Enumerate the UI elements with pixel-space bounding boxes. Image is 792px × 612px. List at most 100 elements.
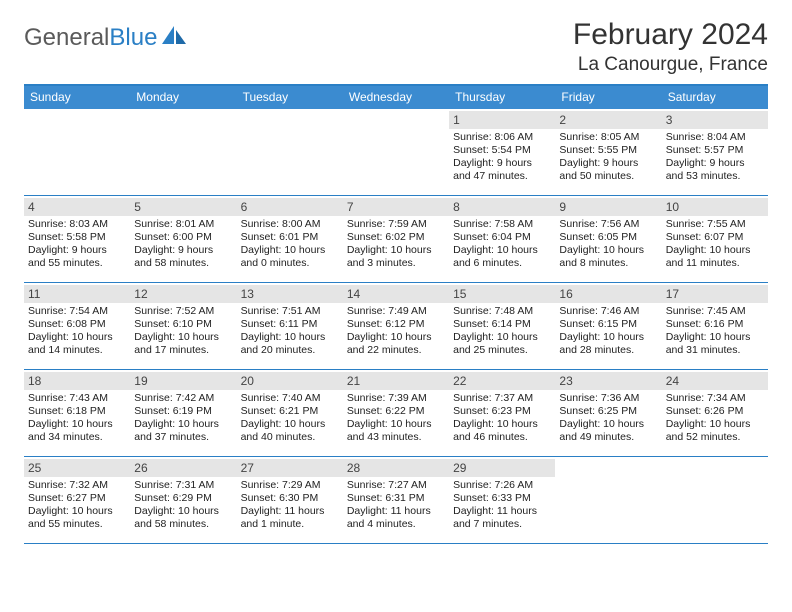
- brand-logo: GeneralBlue: [24, 18, 188, 52]
- weeks-container: 1Sunrise: 8:06 AMSunset: 5:54 PMDaylight…: [24, 109, 768, 544]
- daylight-text: Daylight: 10 hours and 49 minutes.: [559, 418, 657, 444]
- day-cell: 19Sunrise: 7:42 AMSunset: 6:19 PMDayligh…: [130, 370, 236, 456]
- sunrise-text: Sunrise: 7:59 AM: [347, 218, 445, 231]
- sunset-text: Sunset: 6:16 PM: [666, 318, 764, 331]
- week-row: 4 Sunrise: 8:03 AMSunset: 5:58 PMDaylight…: [24, 196, 768, 283]
- day-details: Sunrise: 7:46 AMSunset: 6:15 PMDaylight:…: [559, 305, 657, 358]
- sunset-text: Sunset: 6:00 PM: [134, 231, 232, 244]
- week-row: 1Sunrise: 8:06 AMSunset: 5:54 PMDaylight…: [24, 109, 768, 196]
- sunset-text: Sunset: 6:08 PM: [28, 318, 126, 331]
- day-details: Sunrise: 8:03 AMSunset: 5:58 PMDaylight:…: [28, 218, 126, 271]
- sunrise-text: Sunrise: 7:32 AM: [28, 479, 126, 492]
- day-number: 1: [449, 111, 555, 129]
- sunrise-text: Sunrise: 7:51 AM: [241, 305, 339, 318]
- day-cell: [237, 109, 343, 195]
- sunrise-text: Sunrise: 8:01 AM: [134, 218, 232, 231]
- sunset-text: Sunset: 6:22 PM: [347, 405, 445, 418]
- day-details: Sunrise: 7:32 AMSunset: 6:27 PMDaylight:…: [28, 479, 126, 532]
- day-details: Sunrise: 7:39 AMSunset: 6:22 PMDaylight:…: [347, 392, 445, 445]
- day-cell: 11 Sunrise: 7:54 AMSunset: 6:08 PMDayligh…: [24, 283, 130, 369]
- month-title: February 2024: [573, 18, 768, 52]
- day-cell: 24 Sunrise: 7:34 AMSunset: 6:26 PMDayligh…: [662, 370, 768, 456]
- day-cell: 10Sunrise: 7:55 AMSunset: 6:07 PMDayligh…: [662, 196, 768, 282]
- sunset-text: Sunset: 6:21 PM: [241, 405, 339, 418]
- sunset-text: Sunset: 5:54 PM: [453, 144, 551, 157]
- day-number: 22: [449, 372, 555, 390]
- day-cell: 13Sunrise: 7:51 AMSunset: 6:11 PMDayligh…: [237, 283, 343, 369]
- day-details: Sunrise: 7:40 AMSunset: 6:21 PMDaylight:…: [241, 392, 339, 445]
- sunrise-text: Sunrise: 7:36 AM: [559, 392, 657, 405]
- day-cell: [343, 109, 449, 195]
- calendar-page: GeneralBlue February 2024 La Canourgue, …: [0, 0, 792, 554]
- day-number: 28: [343, 459, 449, 477]
- day-number: 20: [237, 372, 343, 390]
- daylight-text: Daylight: 9 hours and 47 minutes.: [453, 157, 551, 183]
- daylight-text: Daylight: 10 hours and 0 minutes.: [241, 244, 339, 270]
- sunrise-text: Sunrise: 7:56 AM: [559, 218, 657, 231]
- day-cell: 23Sunrise: 7:36 AMSunset: 6:25 PMDayligh…: [555, 370, 661, 456]
- day-number: 8: [449, 198, 555, 216]
- daylight-text: Daylight: 9 hours and 50 minutes.: [559, 157, 657, 183]
- sunrise-text: Sunrise: 7:49 AM: [347, 305, 445, 318]
- daylight-text: Daylight: 10 hours and 37 minutes.: [134, 418, 232, 444]
- day-cell: 22 Sunrise: 7:37 AMSunset: 6:23 PMDayligh…: [449, 370, 555, 456]
- day-number: 7: [343, 198, 449, 216]
- week-row: 18Sunrise: 7:43 AMSunset: 6:18 PMDayligh…: [24, 370, 768, 457]
- sunset-text: Sunset: 5:55 PM: [559, 144, 657, 157]
- sunrise-text: Sunrise: 7:58 AM: [453, 218, 551, 231]
- day-number: 4: [24, 198, 130, 216]
- daylight-text: Daylight: 10 hours and 31 minutes.: [666, 331, 764, 357]
- sunset-text: Sunset: 6:26 PM: [666, 405, 764, 418]
- day-cell: 18Sunrise: 7:43 AMSunset: 6:18 PMDayligh…: [24, 370, 130, 456]
- day-cell: [130, 109, 236, 195]
- daylight-text: Daylight: 11 hours and 7 minutes.: [453, 505, 551, 531]
- day-cell: 9Sunrise: 7:56 AMSunset: 6:05 PMDaylight…: [555, 196, 661, 282]
- day-number: 24: [662, 372, 768, 390]
- dayhead-thu: Thursday: [449, 86, 555, 109]
- sunrise-text: Sunrise: 7:45 AM: [666, 305, 764, 318]
- day-number: 12: [130, 285, 236, 303]
- sunrise-text: Sunrise: 7:27 AM: [347, 479, 445, 492]
- day-details: Sunrise: 7:26 AMSunset: 6:33 PMDaylight:…: [453, 479, 551, 532]
- sunrise-text: Sunrise: 7:26 AM: [453, 479, 551, 492]
- day-details: Sunrise: 7:45 AMSunset: 6:16 PMDaylight:…: [666, 305, 764, 358]
- daylight-text: Daylight: 10 hours and 14 minutes.: [28, 331, 126, 357]
- day-cell: 5Sunrise: 8:01 AMSunset: 6:00 PMDaylight…: [130, 196, 236, 282]
- sunrise-text: Sunrise: 8:06 AM: [453, 131, 551, 144]
- location-label: La Canourgue, France: [573, 54, 768, 76]
- daylight-text: Daylight: 9 hours and 58 minutes.: [134, 244, 232, 270]
- dayhead-fri: Friday: [555, 86, 661, 109]
- sunrise-text: Sunrise: 7:54 AM: [28, 305, 126, 318]
- daylight-text: Daylight: 10 hours and 55 minutes.: [28, 505, 126, 531]
- day-cell: 17Sunrise: 7:45 AMSunset: 6:16 PMDayligh…: [662, 283, 768, 369]
- day-number: 14: [343, 285, 449, 303]
- day-cell: 14Sunrise: 7:49 AMSunset: 6:12 PMDayligh…: [343, 283, 449, 369]
- day-number: 6: [237, 198, 343, 216]
- day-details: Sunrise: 7:36 AMSunset: 6:25 PMDaylight:…: [559, 392, 657, 445]
- week-row: 25Sunrise: 7:32 AMSunset: 6:27 PMDayligh…: [24, 457, 768, 544]
- day-details: Sunrise: 7:27 AMSunset: 6:31 PMDaylight:…: [347, 479, 445, 532]
- sunset-text: Sunset: 6:07 PM: [666, 231, 764, 244]
- daylight-text: Daylight: 10 hours and 34 minutes.: [28, 418, 126, 444]
- sunset-text: Sunset: 6:15 PM: [559, 318, 657, 331]
- sunrise-text: Sunrise: 7:39 AM: [347, 392, 445, 405]
- sunset-text: Sunset: 6:33 PM: [453, 492, 551, 505]
- day-number: 15: [449, 285, 555, 303]
- day-details: Sunrise: 7:51 AMSunset: 6:11 PMDaylight:…: [241, 305, 339, 358]
- day-number: 26: [130, 459, 236, 477]
- title-block: February 2024 La Canourgue, France: [573, 18, 768, 76]
- sunset-text: Sunset: 6:11 PM: [241, 318, 339, 331]
- sunrise-text: Sunrise: 7:40 AM: [241, 392, 339, 405]
- daylight-text: Daylight: 10 hours and 28 minutes.: [559, 331, 657, 357]
- daylight-text: Daylight: 10 hours and 58 minutes.: [134, 505, 232, 531]
- dayhead-tue: Tuesday: [237, 86, 343, 109]
- sunset-text: Sunset: 6:12 PM: [347, 318, 445, 331]
- dayhead-mon: Monday: [130, 86, 236, 109]
- week-row: 11Sunrise: 7:54 AMSunset: 6:08 PMDayligh…: [24, 283, 768, 370]
- day-details: Sunrise: 7:37 AMSunset: 6:23 PMDaylight:…: [453, 392, 551, 445]
- day-details: Sunrise: 7:34 AMSunset: 6:26 PMDaylight:…: [666, 392, 764, 445]
- day-number: 11: [24, 285, 130, 303]
- day-details: Sunrise: 7:31 AMSunset: 6:29 PMDaylight:…: [134, 479, 232, 532]
- daylight-text: Daylight: 10 hours and 6 minutes.: [453, 244, 551, 270]
- day-cell: 8Sunrise: 7:58 AMSunset: 6:04 PMDaylight…: [449, 196, 555, 282]
